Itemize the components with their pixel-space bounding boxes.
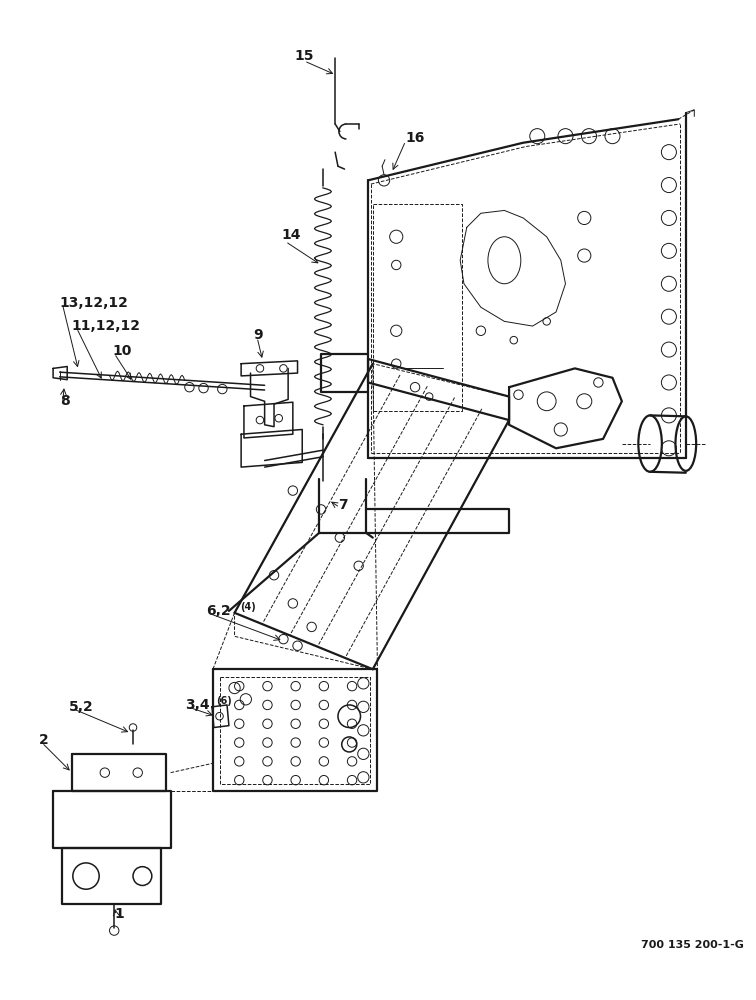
Text: 9: 9 <box>253 328 263 342</box>
Text: 6,2: 6,2 <box>206 604 231 618</box>
Text: 10: 10 <box>113 344 132 358</box>
Text: 13,12,12: 13,12,12 <box>60 296 129 310</box>
Text: 16: 16 <box>406 131 425 145</box>
Text: 700 135 200-1-G: 700 135 200-1-G <box>640 940 744 950</box>
Text: 7: 7 <box>338 498 348 512</box>
Text: 11,12,12: 11,12,12 <box>72 319 141 333</box>
Text: 5,2: 5,2 <box>69 700 94 714</box>
Text: 1: 1 <box>114 907 124 921</box>
Text: (4): (4) <box>240 602 256 612</box>
Text: 3,4: 3,4 <box>184 698 209 712</box>
Text: 15: 15 <box>294 49 314 63</box>
Text: (6): (6) <box>215 696 231 706</box>
Text: 2: 2 <box>39 733 48 747</box>
Text: 14: 14 <box>281 228 301 242</box>
Text: 8: 8 <box>60 394 70 408</box>
